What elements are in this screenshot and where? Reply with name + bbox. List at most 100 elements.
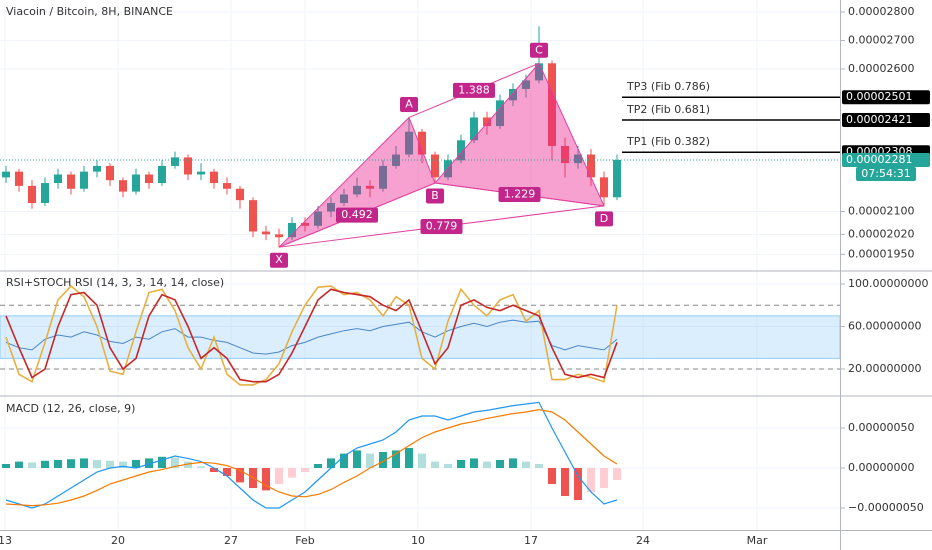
histogram-bar: [158, 456, 166, 468]
candle-body: [340, 194, 348, 203]
histogram-bar: [496, 460, 504, 468]
candle-body: [171, 157, 179, 166]
indicator-line: [5, 288, 618, 383]
candle-body: [132, 174, 140, 192]
x-tick-label: 13: [0, 534, 12, 547]
x-tick-label: Mar: [747, 534, 768, 547]
candle-body: [509, 88, 517, 101]
last-price-box: [842, 152, 930, 167]
candle-body: [431, 154, 439, 178]
histogram-bar: [262, 468, 270, 491]
candle-body: [275, 234, 283, 238]
histogram-bar: [54, 460, 62, 468]
pattern-point-label-box: [400, 96, 418, 112]
candle-body: [379, 165, 387, 189]
histogram-bar: [106, 460, 114, 468]
histogram-bar: [483, 461, 491, 468]
countdown: 07:54:31: [861, 167, 910, 180]
candle-body: [314, 211, 322, 226]
histogram-bar: [288, 468, 296, 478]
y-tick-label: 0.00000050: [848, 421, 914, 434]
candle-body: [301, 222, 309, 226]
candle-body: [496, 100, 504, 127]
histogram-bar: [444, 464, 452, 468]
candle-body: [80, 171, 88, 189]
pattern-point-label-box: [270, 252, 288, 268]
candle-body: [2, 171, 10, 178]
candle-body: [600, 177, 608, 198]
candle-body: [470, 117, 478, 141]
histogram-bar: [405, 448, 413, 468]
histogram-bar: [574, 468, 582, 500]
target-price: 0.00002501: [846, 90, 912, 103]
candle-body: [158, 165, 166, 184]
last-price: 0.00002281: [846, 153, 912, 166]
histogram-bar: [353, 450, 361, 468]
histogram-bar: [392, 450, 400, 468]
y-tick-label: 0.00001950: [848, 247, 914, 260]
chart-title: Viacoin / Bitcoin, 8H, BINANCE: [6, 5, 173, 18]
histogram-bar: [132, 460, 140, 468]
pattern-point-label-box: [530, 42, 548, 58]
pattern-ratio: 0.492: [341, 208, 373, 221]
indicator-title: RSI+STOCH RSI (14, 3, 3, 14, 14, close): [6, 276, 224, 289]
candle-body: [366, 185, 374, 189]
histogram-bar: [119, 461, 127, 468]
candle-body: [327, 202, 335, 212]
histogram-bar: [587, 468, 595, 492]
countdown-box: [856, 166, 916, 181]
candle-body: [93, 165, 101, 172]
candle-body: [548, 63, 556, 146]
x-tick-label: 27: [224, 534, 238, 547]
histogram-bar: [561, 468, 569, 496]
macd-line: [5, 401, 618, 509]
pattern-point-label: B: [431, 189, 439, 202]
histogram-bar: [431, 461, 439, 468]
histogram-bar: [314, 464, 322, 468]
pattern-ratio: 0.779: [426, 220, 458, 233]
candle-body: [535, 63, 543, 81]
histogram-bar: [145, 458, 153, 468]
candle-body: [67, 174, 75, 189]
histogram-bar: [236, 468, 244, 483]
y-tick-label: 0.00002700: [848, 33, 914, 46]
candle-body: [106, 165, 114, 181]
candle-body: [613, 159, 621, 198]
candle-body: [41, 183, 49, 203]
histogram-bar: [418, 453, 426, 468]
pattern-ratio-box: [498, 186, 541, 202]
marks: [0, 26, 840, 509]
histogram-bar: [379, 452, 387, 468]
y-tick-label: 100.00000000: [848, 277, 928, 290]
candle-body: [418, 131, 426, 155]
histogram-bar: [210, 468, 218, 472]
pattern-ratio: 1.229: [504, 187, 536, 200]
histogram-bar: [223, 468, 231, 476]
candle-body: [405, 131, 413, 155]
histogram-bar: [67, 459, 75, 468]
indicator-line: [5, 285, 618, 386]
y-tick-label: 0.00002600: [848, 62, 914, 75]
candle-body: [483, 117, 491, 127]
macd-line: [5, 408, 618, 507]
y-tick-label: −0.00000050: [848, 501, 924, 514]
y-tick-label: 20.00000000: [848, 362, 921, 375]
candle-body: [210, 171, 218, 184]
histogram-bar: [340, 453, 348, 468]
histogram-bar: [41, 460, 49, 468]
candle-body: [587, 154, 595, 178]
histogram-bar: [93, 460, 101, 468]
candle-body: [119, 180, 127, 192]
candle-body: [288, 222, 296, 238]
candle-body: [236, 188, 244, 201]
pattern-point-label: A: [405, 97, 413, 110]
target-label: TP3 (Fib 0.786): [626, 80, 710, 93]
candle-body: [28, 185, 36, 203]
candle-body: [54, 174, 62, 184]
pattern-point-label: C: [535, 43, 543, 56]
candle-body: [15, 171, 23, 186]
candle-body: [223, 183, 231, 189]
histogram-bar: [613, 468, 621, 480]
